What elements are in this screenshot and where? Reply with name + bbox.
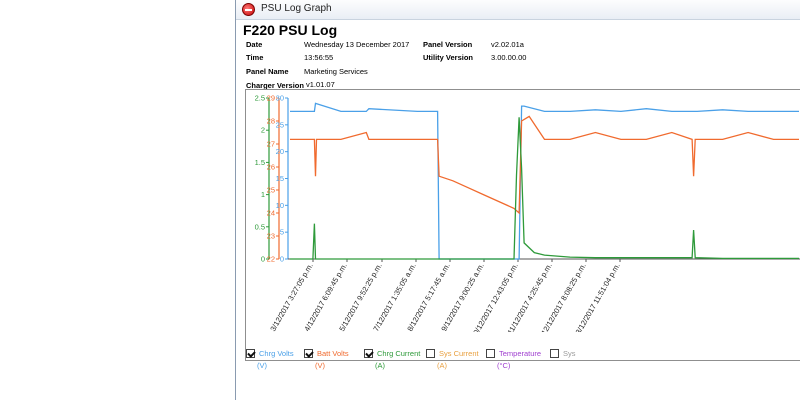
panel-version-value: v2.02.01a xyxy=(491,40,524,49)
chrg-volts-tick-label: 10 xyxy=(276,201,284,210)
chrg-volts-tick-label: 5 xyxy=(280,228,284,237)
temperature-unit: (°C) xyxy=(497,361,511,370)
batt-volts-series xyxy=(290,115,799,215)
chrg-volts-checkbox[interactable] xyxy=(246,349,255,358)
chrg-current-checkbox[interactable] xyxy=(364,349,373,358)
app-icon xyxy=(242,3,255,16)
panel-name-value: Marketing Services xyxy=(304,67,368,76)
batt-volts-checkbox[interactable] xyxy=(304,349,313,358)
batt-volts-label: Batt Volts xyxy=(317,349,349,358)
chrg-current-tick-label: 0 xyxy=(261,255,265,264)
chrg-volts-tick-label: 30 xyxy=(276,94,284,103)
content-area: F220 PSU Log Date Wednesday 13 December … xyxy=(243,22,800,400)
legend-batt-volts[interactable]: Batt Volts (V) xyxy=(304,349,349,370)
sys-current-label: Sys Current xyxy=(439,349,479,358)
chrg-current-tick-label: 2.5 xyxy=(255,94,265,103)
chrg-current-tick-label: 1 xyxy=(261,190,265,199)
chrg-current-label: Chrg Current xyxy=(377,349,421,358)
charger-version-label: Charger Version xyxy=(246,81,304,90)
chrg-current-tick-label: 2 xyxy=(261,126,265,135)
sys-label: Sys xyxy=(563,349,576,358)
chrg-volts-tick-label: 0 xyxy=(280,255,284,264)
panel-version-label: Panel Version xyxy=(423,40,473,49)
legend-sys-current[interactable]: Sys Current (A) xyxy=(426,349,479,370)
date-label: Date xyxy=(246,40,263,49)
temperature-label: Temperature xyxy=(499,349,542,358)
batt-volts-tick-label: 27 xyxy=(267,140,275,149)
batt-volts-unit: (V) xyxy=(315,361,325,370)
legend-chrg-current[interactable]: Chrg Current (A) xyxy=(364,349,421,370)
time-value: 13:56:55 xyxy=(304,53,334,62)
chrg-current-series xyxy=(290,117,799,260)
chrg-volts-tick-label: 25 xyxy=(276,120,284,129)
batt-volts-tick-label: 26 xyxy=(267,163,275,172)
title-bar[interactable]: PSU Log Graph xyxy=(236,0,800,20)
sys-current-checkbox[interactable] xyxy=(426,349,435,358)
legend-temperature[interactable]: Temperature (°C) xyxy=(486,349,542,370)
legend: Chrg Volts (V) Batt Volts (V) Chrg Curre… xyxy=(246,349,800,399)
sys-checkbox[interactable] xyxy=(550,349,559,358)
legend-chrg-volts[interactable]: Chrg Volts (V) xyxy=(246,349,294,370)
chrg-current-unit: (A) xyxy=(375,361,385,370)
time-label: Time xyxy=(246,53,264,62)
chrg-volts-label: Chrg Volts xyxy=(259,349,294,358)
plot-frame xyxy=(245,89,800,361)
batt-volts-tick-label: 29 xyxy=(267,94,275,103)
chrg-volts-tick-label: 15 xyxy=(276,174,284,183)
panel-name-label: Panel Name xyxy=(246,67,289,76)
chrg-volts-tick-label: 20 xyxy=(276,147,284,156)
chrg-current-tick-label: 1.5 xyxy=(255,158,265,167)
chrg-current-tick-label: 0.5 xyxy=(255,222,265,231)
batt-volts-tick-label: 24 xyxy=(267,209,275,218)
page-title: F220 PSU Log xyxy=(243,22,338,38)
psu-log-chart: 0 0.5 1 1.5 2 2.5 22 23 24 25 26 27 28 29 0 5 10 15 20 25 30… xyxy=(255,94,800,332)
batt-volts-tick-label: 28 xyxy=(267,117,275,126)
window-title: PSU Log Graph xyxy=(261,3,332,14)
sys-current-unit: (A) xyxy=(437,361,447,370)
charger-version-value: v1.01.07 xyxy=(306,80,335,89)
batt-volts-tick-label: 23 xyxy=(267,232,275,241)
batt-volts-tick-label: 22 xyxy=(267,255,275,264)
batt-volts-tick-label: 25 xyxy=(267,186,275,195)
legend-sys[interactable]: Sys xyxy=(550,349,576,359)
temperature-checkbox[interactable] xyxy=(486,349,495,358)
date-value: Wednesday 13 December 2017 xyxy=(304,40,410,49)
utility-version-label: Utility Version xyxy=(423,53,474,62)
psu-log-graph-window: PSU Log Graph F220 PSU Log Date Wednesda… xyxy=(235,0,800,400)
utility-version-value: 3.00.00.00 xyxy=(491,53,527,62)
chrg-volts-unit: (V) xyxy=(257,361,267,370)
chrg-volts-series xyxy=(290,102,799,260)
